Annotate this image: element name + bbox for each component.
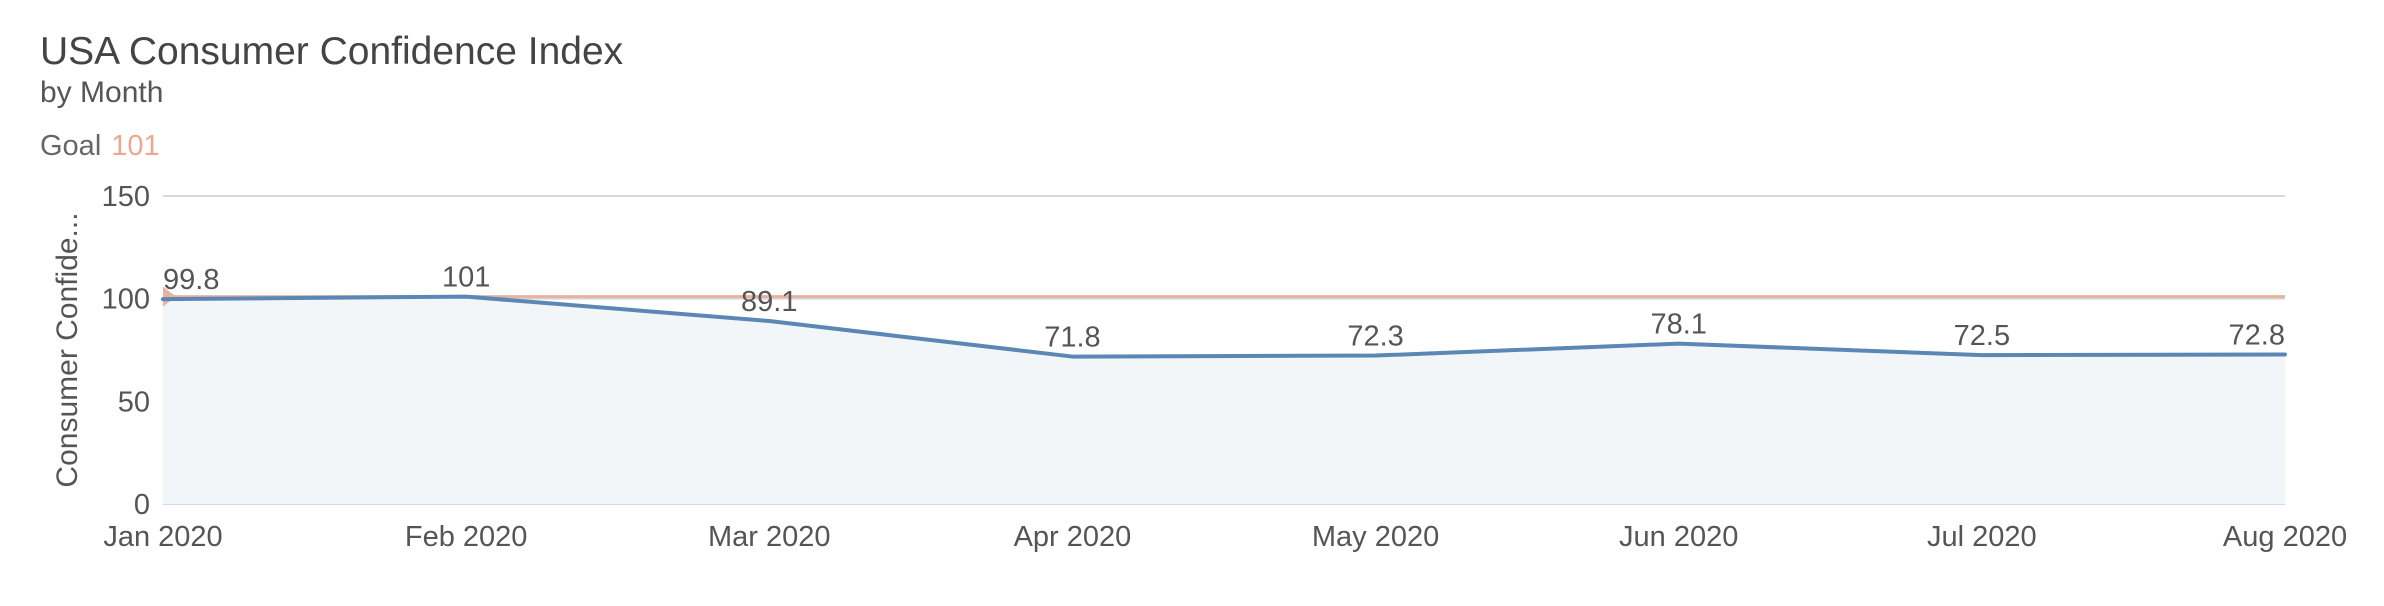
x-tick-label: Feb 2020 [405, 521, 528, 553]
data-label: 72.8 [2229, 320, 2285, 352]
y-axis: 0 50 100 150 [102, 181, 150, 521]
x-tick-label: Apr 2020 [1014, 521, 1132, 553]
x-tick-label: Jul 2020 [1927, 521, 2037, 553]
data-label: 71.8 [1044, 322, 1100, 354]
series-polyline [161, 294, 2287, 359]
y-tick-label: 150 [102, 181, 150, 213]
data-label: 101 [442, 262, 490, 294]
goal-marker-icon [163, 286, 176, 307]
x-tick-label: May 2020 [1312, 521, 1439, 553]
goal-indicator: Goal 101 [40, 130, 160, 163]
y-tick-label: 0 [134, 489, 150, 521]
x-tick-label: Aug 2020 [2223, 521, 2347, 553]
y-axis-title: Consumer Confide... [51, 212, 84, 487]
x-tick-label: Jan 2020 [103, 521, 222, 553]
series-line [161, 294, 2287, 359]
x-tick-label: Mar 2020 [708, 521, 831, 553]
y-tick-label: 100 [102, 284, 150, 316]
goal-line [163, 286, 2285, 307]
y-tick-label: 50 [118, 386, 150, 418]
x-axis: Jan 2020 Feb 2020 Mar 2020 Apr 2020 May 2020… [103, 521, 2347, 553]
data-labels: 99.8 101 89.1 71.8 72.3 78.1 72.5 72.8 [163, 262, 2285, 354]
x-tick-label: Jun 2020 [1619, 521, 1738, 553]
goal-label: Goal [40, 130, 102, 162]
chart-title: USA Consumer Confidence Index [40, 30, 624, 73]
goal-value: 101 [111, 130, 160, 162]
data-label: 89.1 [741, 286, 797, 318]
data-label: 72.5 [1954, 320, 2010, 352]
chart-subtitle: by Month [40, 76, 164, 109]
data-label: 78.1 [1650, 309, 1706, 341]
data-label: 99.8 [163, 264, 219, 296]
data-label: 72.3 [1347, 321, 1403, 353]
